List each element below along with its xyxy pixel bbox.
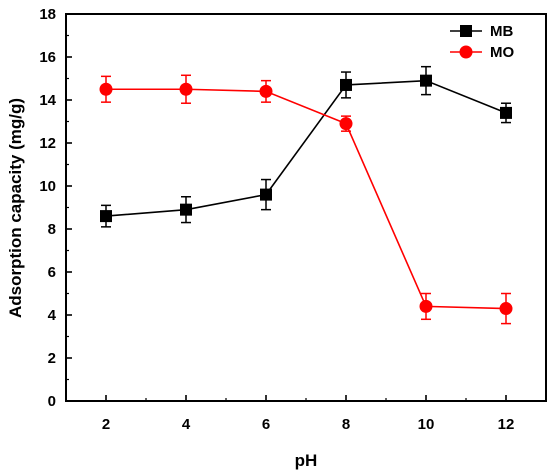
legend-label-mo: MO <box>490 44 514 61</box>
y-tick-label: 14 <box>39 92 56 109</box>
legend-marker-mb <box>460 25 472 37</box>
x-tick-label: 4 <box>182 416 191 433</box>
y-tick-label: 4 <box>48 307 57 324</box>
y-tick-label: 16 <box>39 49 56 66</box>
y-tick-label: 10 <box>39 178 56 195</box>
y-tick-label: 18 <box>39 6 56 23</box>
x-tick-label: 10 <box>418 416 435 433</box>
data-point-mo <box>339 117 353 131</box>
y-tick-label: 6 <box>48 264 56 281</box>
data-point-mo <box>259 84 273 98</box>
data-point-mo <box>179 82 193 96</box>
series-line-mb <box>105 79 507 217</box>
data-point-mo <box>499 302 513 316</box>
y-axis-label: Adsorption capacity (mg/g) <box>6 98 25 318</box>
x-tick-label: 6 <box>262 416 270 433</box>
y-tick-label: 2 <box>48 350 56 367</box>
data-point-mb <box>100 210 112 223</box>
data-point-mb <box>260 188 272 201</box>
x-axis-label: pH <box>295 451 318 470</box>
data-point-mb <box>180 203 192 216</box>
x-tick-label: 12 <box>498 416 515 433</box>
series-line-mo <box>106 88 507 310</box>
legend-label-mb: MB <box>490 23 513 40</box>
x-tick-label: 8 <box>342 416 350 433</box>
y-tick-label: 0 <box>48 393 56 410</box>
data-point-mo <box>99 82 113 96</box>
data-point-mb <box>500 106 512 119</box>
data-point-mo <box>419 299 433 313</box>
data-point-mb <box>420 74 432 87</box>
plot-frame <box>65 13 547 402</box>
plot-layer: 2 4 6 8 10 12 0 2 4 6 8 10 12 14 16 18 MB MO <box>39 6 547 433</box>
legend-marker-mo <box>459 45 473 59</box>
x-tick-label: 2 <box>102 416 110 433</box>
y-tick-label: 12 <box>39 135 56 152</box>
data-point-mb <box>340 78 352 91</box>
y-tick-label: 8 <box>48 221 56 238</box>
